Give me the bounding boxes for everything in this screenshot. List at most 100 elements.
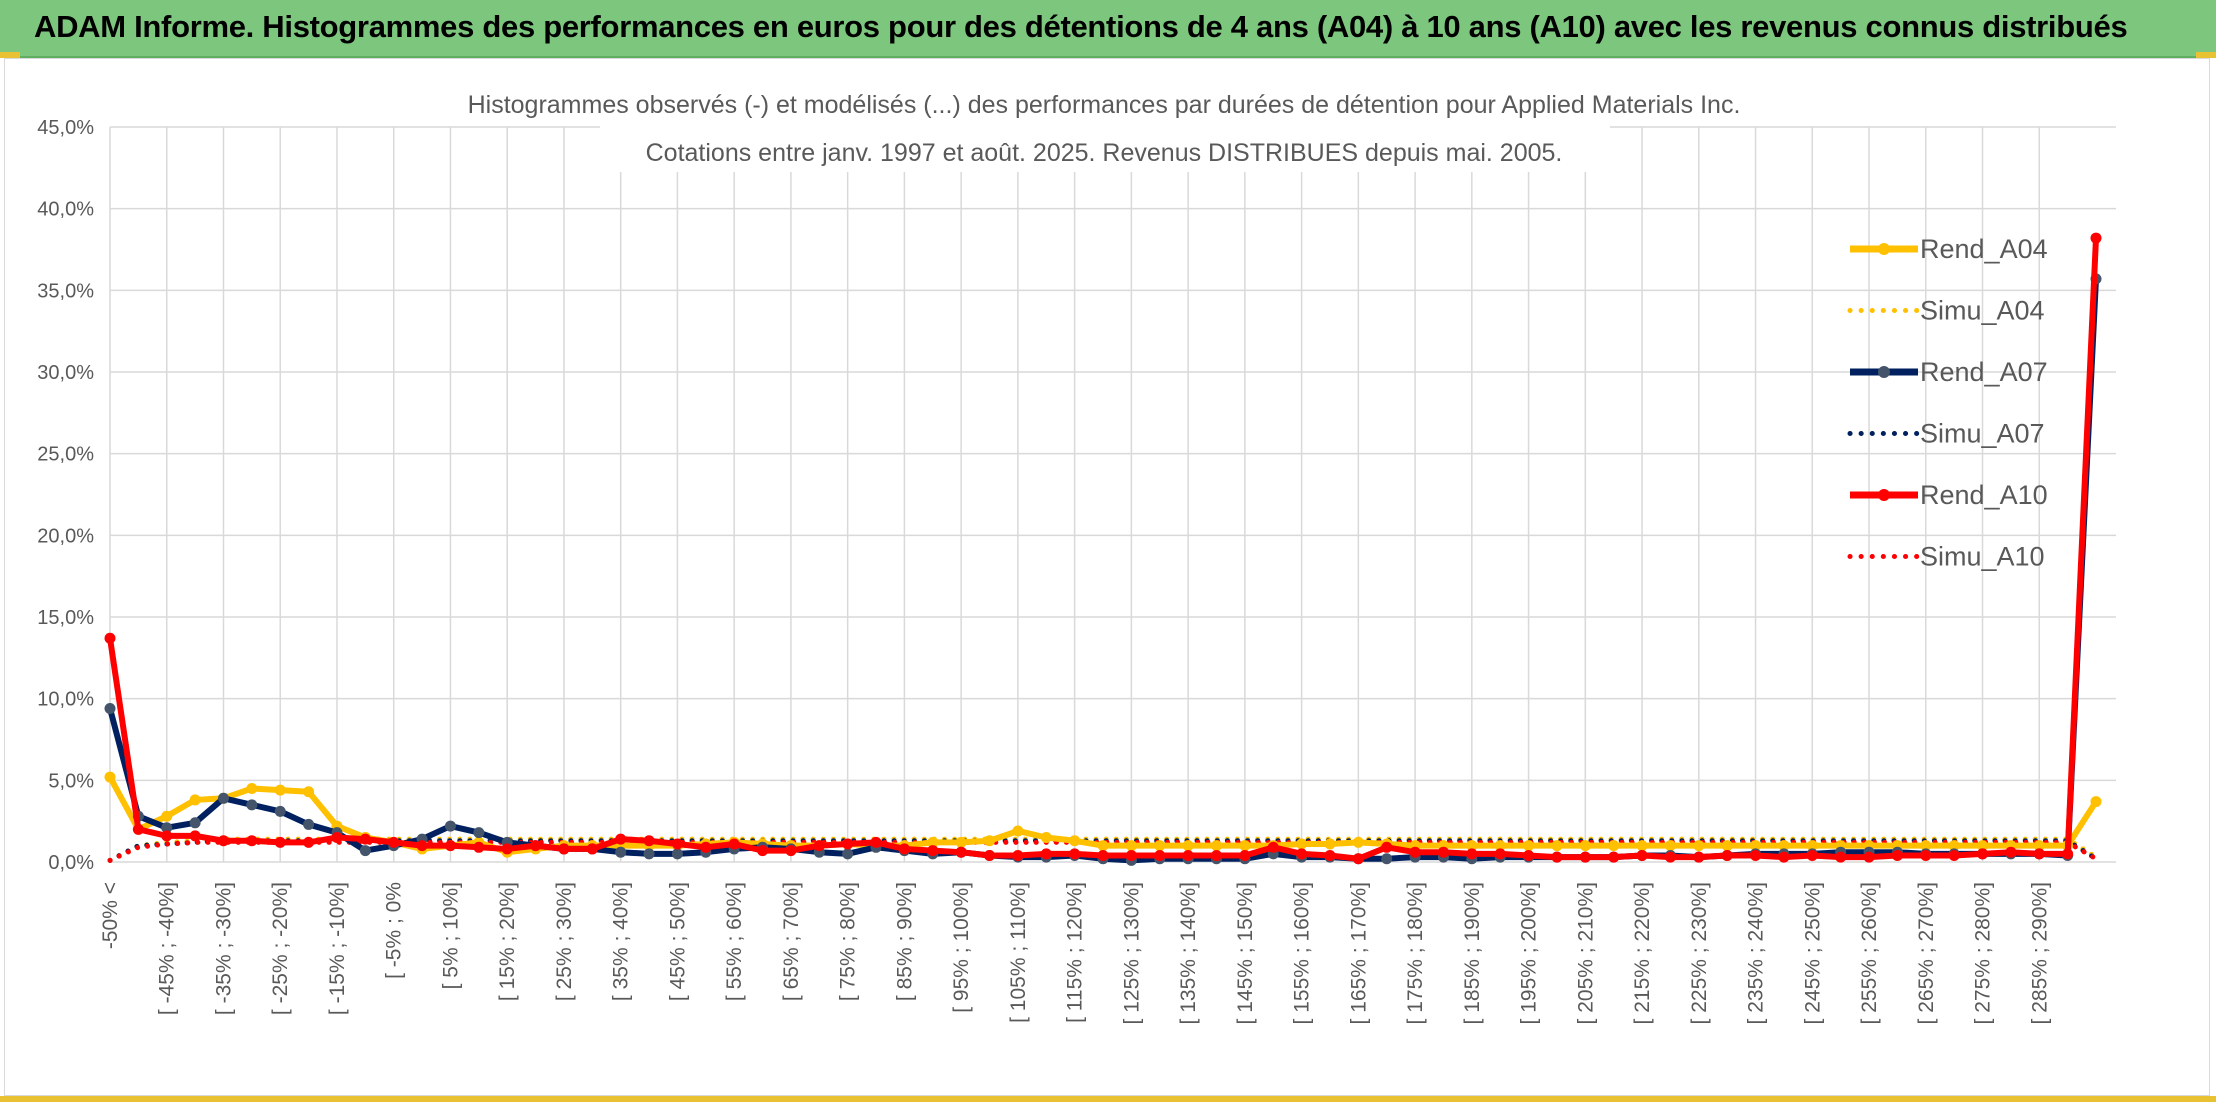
data-point-Rend_A10 bbox=[1069, 848, 1081, 860]
data-point-Rend_A04 bbox=[2033, 840, 2045, 852]
data-point-Rend_A10 bbox=[1806, 849, 1818, 861]
data-point-Rend_A10 bbox=[842, 838, 854, 850]
data-point-Rend_A10 bbox=[728, 838, 740, 850]
data-point-Rend_A04 bbox=[1182, 840, 1194, 852]
legend-label-Simu_A04: Simu_A04 bbox=[1920, 296, 2045, 326]
data-point-Rend_A04 bbox=[1608, 840, 1620, 852]
data-point-Rend_A10 bbox=[1750, 849, 1762, 861]
data-point-Rend_A10 bbox=[1239, 849, 1251, 861]
data-point-Rend_A10 bbox=[671, 838, 683, 850]
y-tick-label: 35,0% bbox=[37, 280, 94, 302]
x-tick-label: -50% < bbox=[99, 882, 122, 949]
x-tick-label: [ 285% ; 290%] bbox=[2028, 882, 2051, 1024]
x-tick-label: [ 15% ; 20%] bbox=[496, 882, 519, 1001]
x-tick-label: [ 275% ; 280%] bbox=[1972, 882, 1995, 1024]
data-point-Rend_A10 bbox=[444, 840, 456, 852]
data-point-Rend_A10 bbox=[217, 835, 229, 847]
data-point-Rend_A10 bbox=[558, 843, 570, 855]
data-point-Rend_A04 bbox=[303, 786, 315, 798]
data-point-Rend_A07 bbox=[615, 846, 627, 858]
data-point-Rend_A04 bbox=[1778, 840, 1790, 852]
data-point-Rend_A07 bbox=[671, 848, 683, 860]
data-point-Rend_A10 bbox=[813, 840, 825, 852]
x-tick-label: [ 55% ; 60%] bbox=[723, 882, 746, 1001]
data-point-Rend_A04 bbox=[246, 783, 258, 794]
data-point-Rend_A04 bbox=[1125, 840, 1137, 852]
data-point-Rend_A04 bbox=[274, 784, 286, 796]
chart-title-area: Histogrammes observés (-) et modélisés (… bbox=[414, 80, 1794, 172]
data-point-Rend_A04 bbox=[1296, 838, 1308, 850]
data-point-Rend_A07 bbox=[189, 817, 201, 829]
data-point-Rend_A10 bbox=[1210, 849, 1222, 861]
data-point-Rend_A10 bbox=[955, 846, 967, 858]
data-point-Rend_A10 bbox=[927, 845, 939, 857]
data-point-Rend_A10 bbox=[643, 835, 655, 847]
data-point-Rend_A10 bbox=[501, 843, 513, 855]
grid-layer bbox=[109, 126, 2116, 863]
series-line-Simu_A10 bbox=[107, 839, 2099, 863]
x-tick-label: [ 95% ; 100%] bbox=[950, 882, 973, 1013]
data-point-Rend_A10 bbox=[1778, 851, 1790, 863]
legend-marker-Rend_A07 bbox=[1878, 366, 1890, 378]
title-banner: ADAM Informe. Histogrammes des performan… bbox=[0, 0, 2216, 58]
series-layer bbox=[104, 232, 2102, 866]
y-tick-label: 5,0% bbox=[48, 770, 94, 792]
data-point-Rend_A04 bbox=[955, 836, 967, 848]
y-tick-label: 20,0% bbox=[37, 525, 94, 547]
data-point-Rend_A10 bbox=[700, 841, 712, 853]
data-point-Rend_A04 bbox=[1750, 840, 1762, 852]
data-point-Rend_A10 bbox=[1012, 849, 1024, 861]
data-point-Rend_A10 bbox=[1324, 849, 1336, 861]
data-point-Rend_A10 bbox=[1296, 848, 1308, 860]
data-point-Rend_A10 bbox=[898, 843, 910, 855]
data-point-Rend_A04 bbox=[1239, 840, 1251, 852]
data-point-Rend_A10 bbox=[132, 823, 144, 835]
data-point-Rend_A10 bbox=[473, 841, 485, 853]
data-point-Rend_A10 bbox=[870, 836, 882, 848]
data-point-Rend_A04 bbox=[927, 836, 939, 848]
legend-marker-Rend_A10 bbox=[1878, 489, 1890, 501]
data-point-Rend_A04 bbox=[1551, 840, 1563, 852]
x-tick-label: [ 125% ; 130%] bbox=[1120, 882, 1143, 1024]
x-tick-label: [ 5% ; 10%] bbox=[439, 882, 462, 989]
data-point-Rend_A10 bbox=[1863, 851, 1875, 863]
data-point-Rend_A04 bbox=[1324, 838, 1336, 850]
data-point-Rend_A10 bbox=[2062, 848, 2074, 860]
x-tick-label: [ -25% ; -20%] bbox=[269, 882, 292, 1015]
data-point-Rend_A10 bbox=[1125, 849, 1137, 861]
data-point-Rend_A04 bbox=[1664, 840, 1676, 852]
data-point-Rend_A10 bbox=[1352, 853, 1364, 865]
x-tick-label: [ 255% ; 260%] bbox=[1858, 882, 1881, 1024]
x-tick-label: [ 185% ; 190%] bbox=[1461, 882, 1484, 1024]
data-point-Rend_A04 bbox=[1693, 840, 1705, 852]
x-tick-label: [ 235% ; 240%] bbox=[1745, 882, 1768, 1024]
x-tick-label: [ 165% ; 170%] bbox=[1347, 882, 1370, 1024]
axis-layer: 0,0% 5,0% 10,0% 15,0% 20,0% 25,0% 30,0% 35,0% 40… bbox=[37, 117, 2051, 1024]
data-point-Rend_A04 bbox=[1154, 840, 1166, 852]
subtitle-bg bbox=[600, 124, 1610, 172]
data-point-Rend_A04 bbox=[1012, 825, 1024, 837]
report-title: ADAM Informe. Histogrammes des performan… bbox=[34, 9, 2128, 44]
data-point-Rend_A10 bbox=[1494, 848, 1506, 860]
data-point-Rend_A10 bbox=[1097, 849, 1109, 861]
data-point-Rend_A07 bbox=[217, 792, 229, 804]
data-point-Rend_A10 bbox=[615, 833, 627, 845]
data-point-Rend_A10 bbox=[1835, 851, 1847, 863]
data-point-Rend_A10 bbox=[1523, 849, 1535, 861]
data-point-Rend_A10 bbox=[189, 830, 201, 842]
data-point-Rend_A10 bbox=[1948, 849, 1960, 861]
data-point-Rend_A07 bbox=[246, 799, 258, 811]
data-point-Rend_A04 bbox=[161, 810, 173, 822]
data-point-Rend_A10 bbox=[1437, 846, 1449, 858]
x-tick-label: [ 245% ; 250%] bbox=[1801, 882, 1824, 1024]
data-point-Rend_A04 bbox=[1069, 835, 1081, 847]
data-point-Rend_A10 bbox=[984, 849, 996, 861]
data-point-Rend_A10 bbox=[1579, 851, 1591, 863]
data-point-Rend_A07 bbox=[444, 820, 456, 832]
data-point-Rend_A04 bbox=[1352, 836, 1364, 848]
data-point-Rend_A10 bbox=[530, 840, 542, 852]
series-line-Rend_A10 bbox=[107, 237, 2099, 862]
x-tick-label: [ 135% ; 140%] bbox=[1177, 882, 1200, 1024]
data-point-Rend_A10 bbox=[274, 836, 286, 848]
